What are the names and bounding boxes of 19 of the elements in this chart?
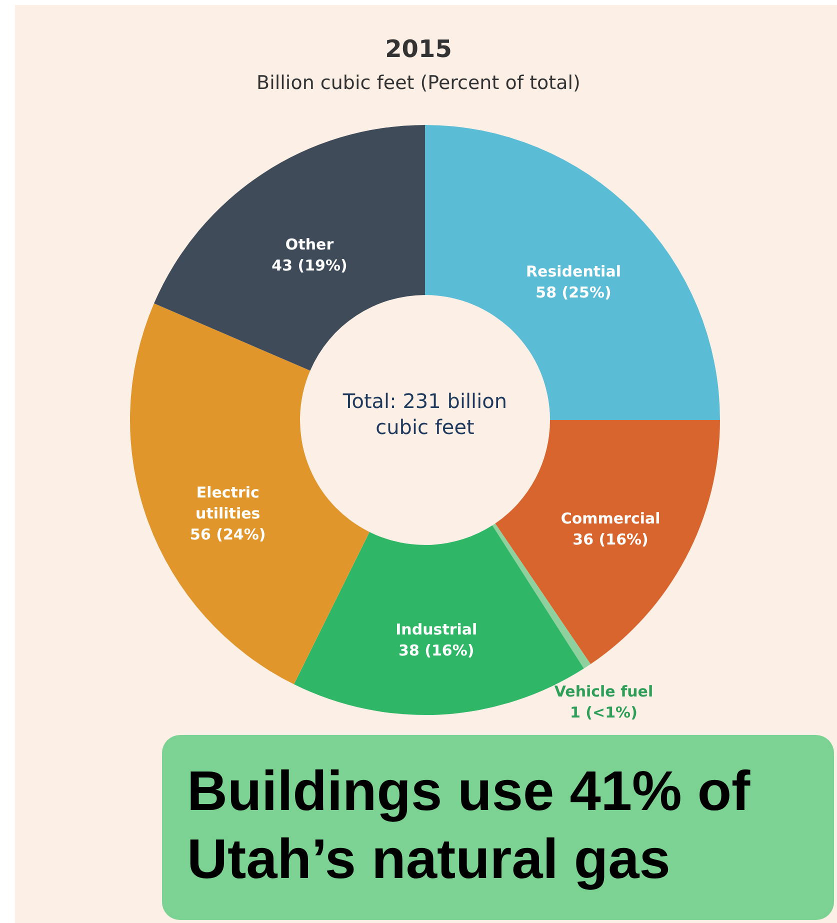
- donut-slice: [495, 420, 720, 664]
- slice-label: Industrial: [396, 620, 478, 639]
- data-label: 38 (16%): [398, 642, 474, 660]
- text: Buildings use 41% of Utah’s natural gas: [162, 735, 834, 920]
- data-label: 1 (<1%): [570, 703, 638, 722]
- slice-label: Commercial: [560, 509, 660, 528]
- data-label: 58 (25%): [536, 284, 612, 302]
- slice-label: Other: [285, 236, 334, 254]
- data-label: 36 (16%): [572, 530, 648, 548]
- data-label: 56 (24%): [190, 525, 266, 544]
- slice-label: Vehicle fuel: [554, 682, 654, 700]
- text: Total: 231 billion cubic feet: [342, 388, 508, 440]
- donut-slice: [492, 523, 591, 669]
- data-label: 43 (19%): [272, 256, 348, 275]
- slice-label: Electric utilities: [196, 483, 260, 522]
- chart-subtitle: Billion cubic feet (Percent of total): [256, 72, 582, 94]
- slice-label: Residential: [526, 262, 621, 281]
- donut-slice: [154, 125, 425, 371]
- chart-title: 2015: [384, 35, 453, 63]
